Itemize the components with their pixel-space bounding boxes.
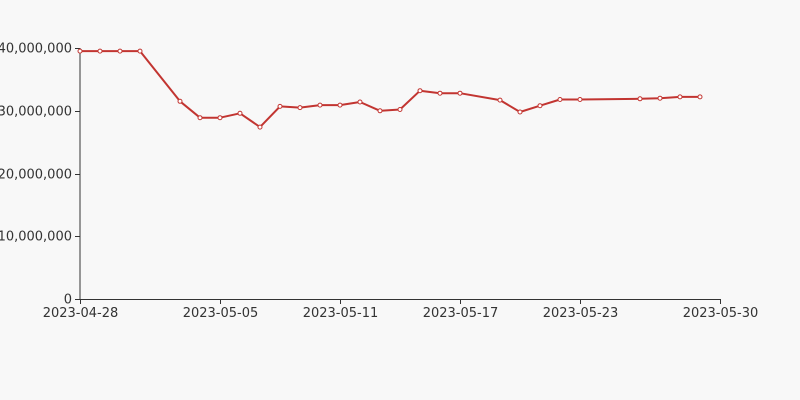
y-axis: 0 10,000,000 20,000,000 30,000,000 40,000,00… [0,42,81,308]
data-point[interactable] [517,109,523,115]
data-point[interactable] [77,48,83,54]
y-tick-label: 40,000,000 [0,42,72,57]
data-point[interactable] [557,97,563,102]
data-point[interactable] [677,94,683,100]
data-point[interactable] [657,95,663,101]
data-point[interactable] [437,90,443,96]
x-axis: 2023-04-28 2023-05-05 2023-05-11 2023-05-17… [43,299,759,321]
x-tick-label: 2023-05-11 [303,306,379,321]
data-point[interactable] [297,105,303,111]
data-point[interactable] [217,115,223,121]
data-point[interactable] [377,108,383,114]
data-point[interactable] [97,48,103,54]
y-tick-label: 0 [64,293,72,308]
data-point[interactable] [697,94,703,100]
data-point[interactable] [577,97,583,102]
data-point[interactable] [237,110,243,116]
x-tick-label: 2023-05-30 [683,306,759,321]
data-point[interactable] [117,48,123,54]
x-tick-label: 2023-04-28 [43,306,119,321]
data-point[interactable] [397,107,403,112]
data-point[interactable] [197,115,203,121]
y-tick-label: 20,000,000 [0,168,72,183]
data-point[interactable] [537,103,543,109]
series-layer [77,48,703,130]
data-point[interactable] [457,90,463,96]
y-tick-label: 10,000,000 [0,230,72,245]
data-point[interactable] [497,97,503,103]
data-point[interactable] [417,88,423,94]
data-point[interactable] [637,96,643,102]
x-tick-label: 2023-05-23 [543,306,619,321]
data-point[interactable] [337,102,343,108]
data-point[interactable] [257,124,263,130]
data-point[interactable] [177,98,183,104]
series-line [80,50,700,129]
data-point[interactable] [137,48,143,54]
x-tick-label: 2023-05-05 [183,306,259,321]
y-tick-label: 30,000,000 [0,105,72,120]
x-tick-label: 2023-05-17 [423,306,499,321]
data-point[interactable] [277,103,283,109]
data-point[interactable] [317,102,323,108]
data-point[interactable] [357,99,363,105]
